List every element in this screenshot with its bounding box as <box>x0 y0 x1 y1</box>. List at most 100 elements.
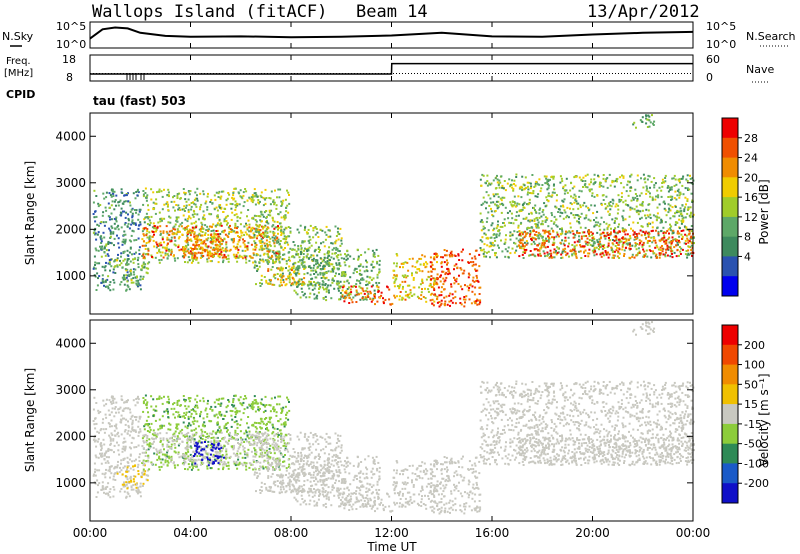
power-scatter-cell <box>525 240 528 243</box>
power-scatter-cell <box>436 273 439 276</box>
velocity-scatter-cell <box>95 422 98 425</box>
power-scatter-cell <box>446 259 448 262</box>
power-scatter-cell <box>658 239 661 242</box>
power-scatter-cell <box>333 287 336 290</box>
power-scatter-cell <box>394 296 397 299</box>
power-scatter-cell <box>550 195 553 198</box>
power-scatter-cell <box>109 236 112 239</box>
power-scatter-cell <box>535 225 538 228</box>
power-scatter-cell <box>635 211 638 214</box>
power-scatter-cell <box>230 231 233 233</box>
power-scatter-cell <box>526 185 529 188</box>
velocity-scatter-cell <box>92 420 95 422</box>
power-scatter-cell <box>259 229 262 232</box>
velocity-scatter-cell <box>131 423 134 426</box>
power-scatter-cell <box>653 237 656 239</box>
velocity-scatter-cell <box>132 488 135 491</box>
power-scatter-cell <box>95 238 98 241</box>
power-scatter-cell <box>147 267 150 270</box>
power-scatter-cell <box>104 206 107 209</box>
power-scatter-cell <box>252 217 255 220</box>
power-scatter-cell <box>109 281 112 284</box>
power-scatter-cell <box>659 246 662 249</box>
power-scatter-cell <box>598 238 601 241</box>
power-scatter-cell <box>282 275 285 278</box>
power-scatter-cell <box>147 248 150 251</box>
power-scatter-cell <box>103 284 105 287</box>
power-scatter-cell <box>672 177 675 180</box>
power-scatter-cell <box>427 270 430 273</box>
power-scatter-cell <box>499 225 502 228</box>
power-scatter-cell <box>150 254 153 257</box>
power-scatter-cell <box>586 186 589 189</box>
power-scatter-cell <box>219 248 222 251</box>
power-scatter-cell <box>233 187 236 190</box>
power-scatter-cell <box>314 283 317 286</box>
power-scatter-cell <box>486 180 489 183</box>
power-scatter-cell <box>511 186 514 189</box>
power-scatter-cell <box>632 229 634 232</box>
power-scatter-cell <box>128 275 131 277</box>
velocity-scatter-cell <box>132 475 135 478</box>
power-scatter-cell <box>643 250 646 253</box>
power-scatter-cell <box>158 248 161 251</box>
power-scatter-cell <box>93 216 96 219</box>
velocity-scatter-cell <box>108 490 111 493</box>
power-scatter-cell <box>605 222 608 225</box>
power-scatter-cell <box>552 251 555 254</box>
power-colorbar-segment <box>722 276 738 297</box>
power-scatter-cell <box>166 194 169 196</box>
power-scatter-cell <box>284 226 287 229</box>
power-scatter-cell <box>259 258 262 261</box>
power-scatter-cell <box>294 261 297 264</box>
power-scatter-cell <box>654 229 657 232</box>
velocity-scatter-cell <box>188 400 191 403</box>
power-scatter-cell <box>210 241 213 244</box>
power-scatter-cell <box>688 188 691 191</box>
power-scatter-cell <box>105 243 108 246</box>
power-scatter-cell <box>147 208 150 211</box>
power-scatter-cell <box>433 280 436 283</box>
power-scatter-cell <box>189 238 192 241</box>
power-scatter-cell <box>240 196 243 199</box>
power-scatter-cell <box>534 204 537 207</box>
power-scatter-cell <box>543 245 546 248</box>
power-scatter-cell <box>174 259 177 262</box>
power-scatter-cell <box>94 232 97 235</box>
power-scatter-cell <box>115 216 118 219</box>
power-scatter-cell <box>547 199 550 202</box>
power-scatter-cell <box>224 233 227 236</box>
velocity-scatter-cell <box>127 461 130 464</box>
power-scatter-cell <box>604 179 607 182</box>
power-scatter-cell <box>660 238 663 241</box>
power-scatter-cell <box>544 221 547 223</box>
power-y-tick-label: 1000 <box>55 269 86 283</box>
power-scatter-cell <box>479 301 482 304</box>
power-scatter-cell <box>373 251 376 254</box>
power-scatter-cell <box>225 199 228 202</box>
power-scatter-cell <box>639 217 642 220</box>
power-scatter-cell <box>279 240 282 242</box>
power-scatter-cell <box>658 252 661 255</box>
power-scatter-cell <box>573 176 576 179</box>
power-scatter-cell <box>610 231 612 234</box>
velocity-scatter-cell <box>93 481 96 484</box>
power-scatter-cell <box>470 302 473 305</box>
power-scatter-cell <box>595 216 598 219</box>
power-scatter-cell <box>214 240 217 243</box>
power-scatter-cell <box>294 273 297 276</box>
power-scatter-cell <box>297 247 300 250</box>
power-scatter-cell <box>202 255 205 257</box>
power-scatter-cell <box>153 227 156 230</box>
power-scatter-cell <box>321 267 324 270</box>
power-scatter-cell <box>604 250 607 252</box>
freq-label: Freq. <box>6 56 31 67</box>
power-scatter-cell <box>529 250 532 252</box>
power-scatter-cell <box>641 243 644 246</box>
power-scatter-cell <box>325 290 328 293</box>
velocity-scatter-cell <box>212 430 215 433</box>
power-scatter-cell <box>388 298 391 301</box>
power-scatter-cell <box>377 288 380 291</box>
power-scatter-cell <box>298 231 301 234</box>
power-scatter-cell <box>191 213 194 216</box>
